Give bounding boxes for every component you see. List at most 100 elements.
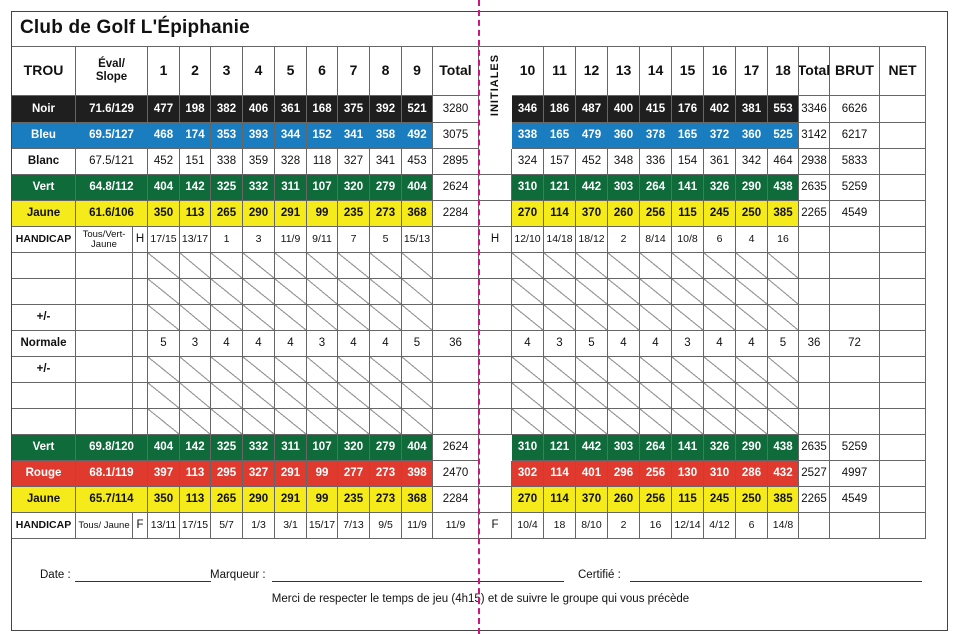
score-entry-cell[interactable] bbox=[704, 279, 736, 305]
score-entry-cell[interactable] bbox=[370, 357, 402, 383]
score-entry-cell[interactable] bbox=[736, 279, 768, 305]
score-entry-cell[interactable] bbox=[512, 253, 544, 279]
score-entry-cell[interactable] bbox=[672, 253, 704, 279]
player-cell[interactable] bbox=[76, 357, 133, 383]
player-net-cell[interactable] bbox=[880, 279, 926, 305]
score-entry-cell[interactable] bbox=[402, 279, 433, 305]
player-total-cell[interactable] bbox=[799, 409, 830, 435]
score-entry-cell[interactable] bbox=[544, 383, 576, 409]
player-net-cell[interactable] bbox=[880, 409, 926, 435]
score-entry-cell[interactable] bbox=[576, 357, 608, 383]
player-total-cell[interactable] bbox=[799, 305, 830, 331]
player-brut-cell[interactable] bbox=[830, 383, 880, 409]
score-entry-cell[interactable] bbox=[275, 279, 307, 305]
player-cell[interactable] bbox=[133, 357, 148, 383]
score-entry-cell[interactable] bbox=[512, 357, 544, 383]
score-entry-cell[interactable] bbox=[608, 409, 640, 435]
score-entry-cell[interactable] bbox=[704, 409, 736, 435]
score-entry-cell[interactable] bbox=[338, 409, 370, 435]
player-cell[interactable] bbox=[76, 383, 133, 409]
score-entry-cell[interactable] bbox=[640, 409, 672, 435]
score-entry-cell[interactable] bbox=[307, 279, 338, 305]
player-total-cell[interactable] bbox=[433, 253, 479, 279]
score-entry-cell[interactable] bbox=[307, 305, 338, 331]
score-entry-cell[interactable] bbox=[370, 409, 402, 435]
score-entry-cell[interactable] bbox=[243, 357, 275, 383]
score-entry-cell[interactable] bbox=[640, 253, 672, 279]
score-entry-cell[interactable] bbox=[768, 279, 799, 305]
player-cell[interactable] bbox=[76, 279, 133, 305]
score-entry-cell[interactable] bbox=[402, 357, 433, 383]
score-entry-cell[interactable] bbox=[768, 305, 799, 331]
player-total-cell[interactable] bbox=[433, 383, 479, 409]
score-entry-cell[interactable] bbox=[148, 279, 180, 305]
score-entry-cell[interactable] bbox=[512, 279, 544, 305]
score-entry-cell[interactable] bbox=[576, 409, 608, 435]
initiales-cell[interactable] bbox=[479, 305, 512, 331]
player-total-cell[interactable] bbox=[799, 383, 830, 409]
initiales-cell[interactable] bbox=[479, 149, 512, 175]
score-entry-cell[interactable] bbox=[180, 357, 211, 383]
player-net-cell[interactable] bbox=[880, 383, 926, 409]
score-entry-cell[interactable] bbox=[402, 409, 433, 435]
score-entry-cell[interactable] bbox=[211, 383, 243, 409]
score-entry-cell[interactable] bbox=[672, 409, 704, 435]
score-entry-cell[interactable] bbox=[576, 305, 608, 331]
initiales-cell[interactable] bbox=[479, 201, 512, 227]
score-entry-cell[interactable] bbox=[704, 253, 736, 279]
player-brut-cell[interactable] bbox=[830, 357, 880, 383]
player-net-cell[interactable] bbox=[880, 357, 926, 383]
score-entry-cell[interactable] bbox=[338, 305, 370, 331]
score-entry-cell[interactable] bbox=[672, 305, 704, 331]
player-name-cell[interactable] bbox=[12, 383, 76, 409]
score-entry-cell[interactable] bbox=[307, 357, 338, 383]
player-brut-cell[interactable] bbox=[830, 279, 880, 305]
score-entry-cell[interactable] bbox=[370, 279, 402, 305]
score-entry-cell[interactable] bbox=[402, 305, 433, 331]
player-name-cell[interactable] bbox=[12, 253, 76, 279]
player-name-cell[interactable] bbox=[12, 279, 76, 305]
initiales-cell[interactable] bbox=[479, 279, 512, 305]
score-entry-cell[interactable] bbox=[275, 357, 307, 383]
initiales-cell[interactable] bbox=[479, 383, 512, 409]
score-entry-cell[interactable] bbox=[275, 253, 307, 279]
score-entry-cell[interactable] bbox=[148, 253, 180, 279]
player-net-cell[interactable] bbox=[880, 305, 926, 331]
score-entry-cell[interactable] bbox=[736, 305, 768, 331]
score-entry-cell[interactable] bbox=[768, 357, 799, 383]
score-entry-cell[interactable] bbox=[768, 409, 799, 435]
score-entry-cell[interactable] bbox=[180, 383, 211, 409]
tee-net[interactable] bbox=[880, 175, 926, 201]
score-entry-cell[interactable] bbox=[338, 253, 370, 279]
score-entry-cell[interactable] bbox=[148, 383, 180, 409]
score-entry-cell[interactable] bbox=[275, 409, 307, 435]
player-cell[interactable] bbox=[133, 253, 148, 279]
tee-net[interactable] bbox=[880, 461, 926, 487]
initiales-cell[interactable] bbox=[479, 331, 512, 357]
score-entry-cell[interactable] bbox=[211, 305, 243, 331]
score-entry-cell[interactable] bbox=[768, 383, 799, 409]
score-entry-cell[interactable] bbox=[370, 253, 402, 279]
player-total-cell[interactable] bbox=[799, 253, 830, 279]
score-entry-cell[interactable] bbox=[640, 305, 672, 331]
score-entry-cell[interactable] bbox=[576, 253, 608, 279]
score-entry-cell[interactable] bbox=[704, 357, 736, 383]
score-entry-cell[interactable] bbox=[338, 383, 370, 409]
player-cell[interactable] bbox=[76, 305, 133, 331]
score-entry-cell[interactable] bbox=[180, 279, 211, 305]
player-cell[interactable] bbox=[133, 305, 148, 331]
tee-net[interactable] bbox=[880, 201, 926, 227]
score-entry-cell[interactable] bbox=[243, 383, 275, 409]
score-entry-cell[interactable] bbox=[608, 305, 640, 331]
score-entry-cell[interactable] bbox=[608, 383, 640, 409]
player-cell[interactable] bbox=[76, 409, 133, 435]
score-entry-cell[interactable] bbox=[243, 409, 275, 435]
score-entry-cell[interactable] bbox=[338, 279, 370, 305]
marqueur-line[interactable] bbox=[272, 581, 564, 582]
initiales-cell[interactable] bbox=[479, 357, 512, 383]
score-entry-cell[interactable] bbox=[672, 383, 704, 409]
player-name-cell[interactable] bbox=[12, 409, 76, 435]
player-total-cell[interactable] bbox=[799, 279, 830, 305]
certifie-line[interactable] bbox=[630, 581, 922, 582]
score-entry-cell[interactable] bbox=[180, 253, 211, 279]
